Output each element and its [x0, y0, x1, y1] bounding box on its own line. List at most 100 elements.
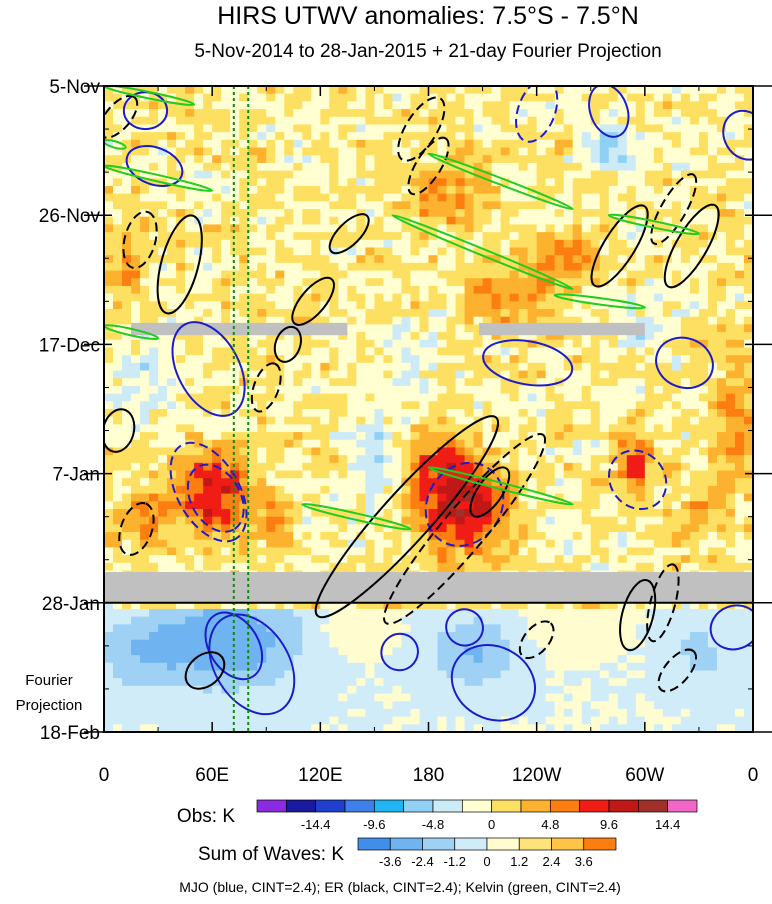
heat-cell: [239, 201, 249, 210]
heat-cell: [599, 632, 610, 641]
heat-cell: [626, 716, 637, 725]
heat-cell: [320, 378, 330, 387]
heat-cell: [140, 239, 150, 249]
heat-cell: [194, 332, 204, 341]
heat-cell: [419, 309, 430, 318]
heat-cell: [455, 101, 466, 110]
heat-cell: [455, 170, 466, 179]
heat-cell: [608, 724, 619, 732]
heat-cell: [464, 562, 475, 572]
heat-cell: [347, 432, 357, 441]
heat-cell: [401, 216, 412, 226]
heat-cell: [626, 555, 637, 564]
heat-cell: [419, 93, 430, 102]
heat-cell: [203, 239, 213, 249]
heat-cell: [176, 239, 186, 249]
heat-cell: [626, 647, 637, 656]
heat-cell: [392, 470, 403, 479]
heat-cell: [167, 332, 177, 341]
heat-cell: [500, 132, 511, 141]
heat-cell: [527, 516, 538, 525]
heat-cell: [320, 132, 330, 141]
heat-cell: [194, 516, 204, 525]
heat-cell: [482, 639, 493, 649]
heat-cell: [455, 301, 466, 310]
heat-cell: [347, 355, 357, 364]
heat-cell: [266, 724, 276, 732]
heat-cell: [248, 485, 258, 495]
heat-cell: [266, 147, 276, 156]
heat-cell: [437, 255, 448, 264]
heat-cell: [482, 239, 493, 249]
heat-cell: [113, 462, 123, 472]
heat-cell: [509, 662, 520, 672]
heat-cell: [266, 447, 276, 456]
heat-cell: [212, 101, 222, 110]
heat-cell: [581, 608, 592, 618]
heat-cell: [581, 493, 592, 502]
heat-cell: [230, 432, 240, 441]
heat-cell: [401, 316, 412, 326]
heat-cell: [158, 401, 168, 410]
heat-cell: [455, 724, 466, 732]
heat-cell: [176, 193, 186, 202]
heat-cell: [509, 693, 520, 702]
heat-cell: [293, 416, 303, 425]
heat-cell: [437, 485, 448, 495]
heat-cell: [626, 432, 637, 441]
heat-cell: [320, 470, 330, 479]
heat-cell: [599, 355, 610, 364]
heat-cell: [167, 224, 177, 233]
heat-cell: [401, 708, 412, 718]
heat-cell: [185, 278, 195, 287]
heat-cell: [365, 670, 376, 679]
heat-cell: [491, 455, 502, 464]
heat-cell: [320, 601, 330, 610]
heat-cell: [428, 385, 439, 395]
heat-cell: [554, 232, 565, 241]
heat-cell: [113, 547, 123, 556]
heat-cell: [500, 447, 511, 456]
heat-cell: [563, 685, 574, 695]
heat-cell: [113, 332, 123, 341]
heat-cell: [158, 670, 168, 679]
heat-cell: [122, 524, 132, 533]
heat-cell: [167, 201, 177, 210]
heat-cell: [338, 532, 348, 541]
heat-cell: [572, 708, 583, 718]
heat-cell: [293, 409, 303, 418]
heat-cell: [401, 447, 412, 456]
heat-cell: [464, 432, 475, 441]
heat-cell: [383, 409, 394, 418]
heat-cell: [401, 647, 412, 656]
heat-cell: [104, 362, 114, 372]
heat-cell: [428, 708, 439, 718]
heat-cell: [347, 624, 357, 633]
heat-cell: [473, 432, 484, 441]
heat-cell: [365, 539, 376, 549]
heat-cell: [626, 170, 637, 179]
heat-cell: [176, 447, 186, 456]
heat-cell: [554, 93, 565, 102]
heat-cell: [221, 516, 231, 525]
heat-cell: [149, 508, 159, 518]
heat-cell: [545, 701, 556, 710]
heat-cell: [248, 347, 258, 356]
heat-cell: [284, 309, 294, 318]
heat-cell: [203, 708, 213, 718]
heat-cell: [590, 193, 601, 202]
heat-cell: [410, 439, 421, 449]
heat-cell: [401, 101, 412, 110]
heat-cell: [554, 262, 565, 272]
heat-cell: [302, 347, 312, 356]
heat-cell: [365, 701, 376, 710]
heat-cell: [473, 347, 484, 356]
heat-cell: [212, 601, 222, 610]
heat-cell: [329, 101, 339, 110]
heat-cell: [518, 447, 529, 456]
heat-cell: [356, 247, 367, 256]
heat-cell: [194, 624, 204, 633]
heat-cell: [617, 501, 628, 510]
heat-cell: [230, 478, 240, 487]
heat-cell: [428, 608, 439, 618]
